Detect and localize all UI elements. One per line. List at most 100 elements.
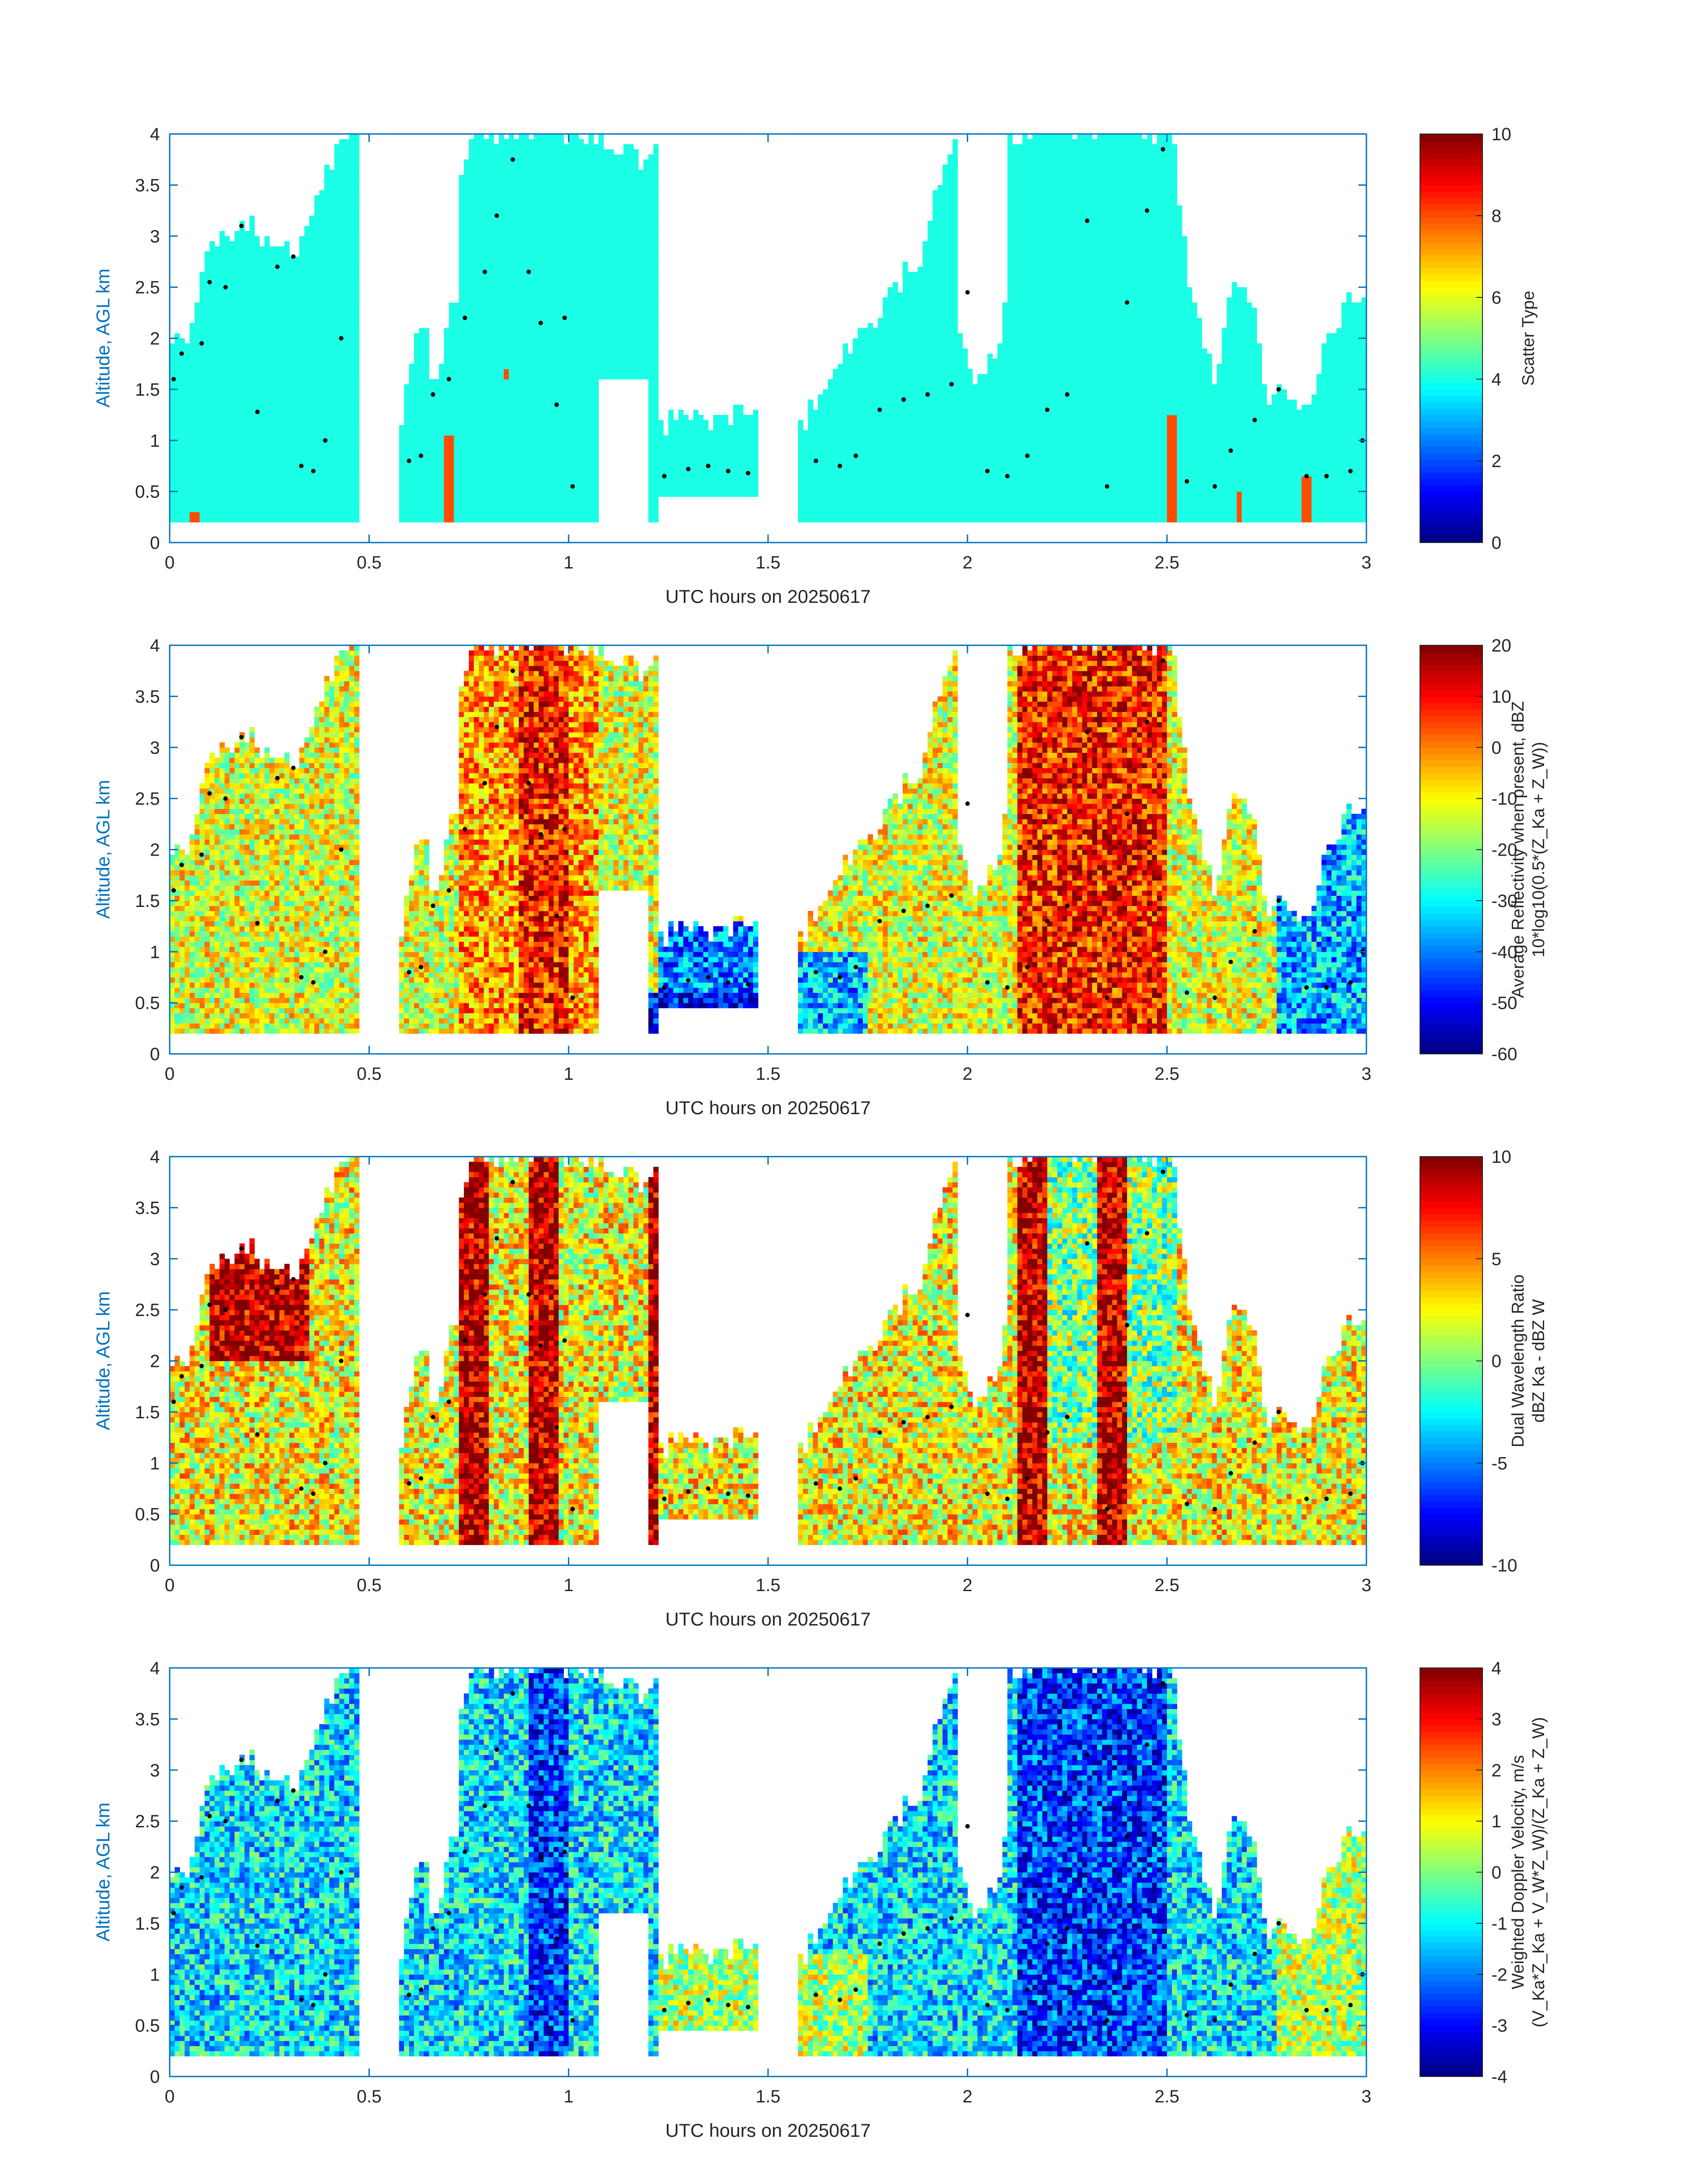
- heatmap-cell: [339, 430, 345, 436]
- heatmap-cell: [578, 236, 584, 242]
- heatmap-cell: [284, 384, 290, 390]
- heatmap-cell: [304, 440, 310, 446]
- heatmap-cell: [175, 481, 180, 487]
- heatmap-cell: [553, 338, 559, 344]
- heatmap-cell: [349, 497, 355, 502]
- heatmap-cell: [314, 277, 320, 283]
- heatmap-cell: [180, 430, 185, 436]
- heatmap-cell: [424, 486, 430, 492]
- heatmap-cell: [613, 256, 619, 262]
- heatmap-cell: [349, 486, 355, 492]
- heatmap-cell: [474, 512, 479, 518]
- heatmap-cell: [269, 399, 275, 405]
- heatmap-cell: [309, 216, 315, 221]
- heatmap-cell: [234, 471, 240, 476]
- heatmap-cell: [219, 451, 225, 456]
- heatmap-cell: [454, 512, 459, 518]
- heatmap-cell: [504, 154, 509, 160]
- heatmap-cell: [578, 180, 584, 185]
- heatmap-cell: [314, 241, 320, 247]
- heatmap-cell: [628, 251, 634, 257]
- heatmap-cell: [424, 374, 430, 380]
- heatmap-cell: [354, 491, 359, 497]
- heatmap-cell: [608, 323, 614, 329]
- heatmap-cell: [189, 348, 195, 354]
- heatmap-cell: [200, 318, 205, 323]
- heatmap-cell: [479, 185, 484, 191]
- heatmap-cell: [484, 359, 489, 364]
- heatmap-cell: [459, 190, 464, 196]
- heatmap-cell: [504, 389, 509, 395]
- heatmap-cell: [324, 374, 330, 380]
- heatmap-cell: [593, 445, 599, 451]
- heatmap-cell: [539, 415, 544, 421]
- heatmap-cell: [344, 302, 350, 308]
- heatmap-cell: [504, 307, 509, 313]
- heatmap-cell: [499, 512, 504, 518]
- heatmap-cell: [504, 497, 509, 502]
- heatmap-cell: [200, 328, 205, 334]
- heatmap-cell: [568, 491, 574, 497]
- heatmap-cell: [568, 164, 574, 170]
- heatmap-cell: [205, 318, 210, 323]
- heatmap-cell: [469, 364, 474, 369]
- heatmap-cell: [608, 328, 614, 334]
- heatmap-cell: [499, 471, 504, 476]
- heatmap-cell: [618, 348, 624, 354]
- heatmap-cell: [539, 231, 544, 237]
- heatmap-cell: [264, 425, 270, 430]
- heatmap-cell: [518, 287, 524, 293]
- heatmap-cell: [568, 313, 574, 318]
- heatmap-cell: [189, 409, 195, 415]
- heatmap-cell: [170, 353, 175, 359]
- heatmap-cell: [284, 405, 290, 410]
- heatmap-cell: [593, 405, 599, 410]
- heatmap-cell: [583, 297, 589, 303]
- heatmap-cell: [239, 405, 245, 410]
- heatmap-cell: [564, 384, 569, 390]
- heatmap-cell: [249, 476, 255, 482]
- heatmap-cell: [244, 267, 250, 272]
- heatmap-cell: [234, 512, 240, 518]
- heatmap-cell: [259, 333, 265, 339]
- heatmap-cell: [194, 359, 200, 364]
- heatmap-cell: [553, 139, 559, 145]
- heatmap-cell: [254, 369, 260, 375]
- heatmap-cell: [504, 272, 509, 277]
- heatmap-cell: [523, 374, 529, 380]
- heatmap-cell: [583, 440, 589, 446]
- heatmap-cell: [259, 481, 265, 487]
- heatmap-cell: [175, 445, 180, 451]
- heatmap-cell: [304, 277, 310, 283]
- heatmap-cell: [184, 476, 190, 482]
- heatmap-cell: [234, 491, 240, 497]
- heatmap-cell: [209, 512, 215, 518]
- heatmap-cell: [434, 486, 439, 492]
- heatmap-cell: [309, 221, 315, 226]
- heatmap-cell: [194, 471, 200, 476]
- heatmap-cell: [573, 180, 579, 185]
- heatmap-cell: [334, 297, 340, 303]
- heatmap-cell: [234, 333, 240, 339]
- heatmap-cell: [239, 353, 245, 359]
- heatmap-cell: [484, 369, 489, 375]
- heatmap-cell: [434, 455, 439, 461]
- heatmap-cell: [304, 399, 310, 405]
- heatmap-cell: [329, 170, 335, 175]
- heatmap-cell: [230, 389, 235, 395]
- heatmap-cell: [589, 359, 594, 364]
- heatmap-cell: [324, 440, 330, 446]
- heatmap-cell: [489, 440, 494, 446]
- heatmap-cell: [344, 292, 350, 298]
- heatmap-cell: [518, 455, 524, 461]
- heatmap-cell: [244, 394, 250, 400]
- heatmap-cell: [200, 302, 205, 308]
- heatmap-cell: [324, 353, 330, 359]
- heatmap-cell: [564, 476, 569, 482]
- heatmap-cell: [249, 343, 255, 349]
- heatmap-cell: [509, 180, 514, 185]
- heatmap-cell: [414, 471, 419, 476]
- heatmap-cell: [523, 512, 529, 518]
- heatmap-cell: [299, 471, 305, 476]
- heatmap-cell: [209, 333, 215, 339]
